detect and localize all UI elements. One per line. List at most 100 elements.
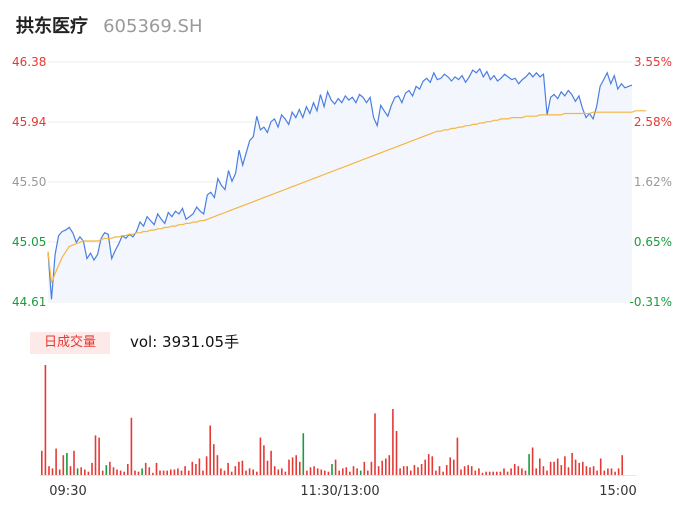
volume-bar bbox=[159, 470, 161, 475]
volume-bar bbox=[549, 461, 552, 475]
volume-bar bbox=[485, 471, 487, 475]
volume-bar bbox=[155, 462, 158, 475]
volume-bar bbox=[252, 469, 254, 475]
volume-bar bbox=[148, 467, 151, 475]
volume-bar bbox=[517, 466, 520, 475]
volume-bar bbox=[377, 466, 380, 475]
volume-bar bbox=[556, 458, 559, 475]
volume-bar bbox=[230, 471, 233, 475]
y-tick-label-right: 1.62% bbox=[634, 175, 672, 189]
volume-bar bbox=[209, 425, 211, 475]
volume-bar bbox=[492, 471, 494, 475]
volume-bar bbox=[582, 461, 584, 475]
volume-bar bbox=[241, 460, 244, 475]
volume-bar bbox=[603, 470, 606, 475]
volume-bar bbox=[506, 471, 509, 475]
volume-bar bbox=[596, 470, 598, 475]
volume-bar bbox=[442, 471, 444, 475]
volume-bar bbox=[73, 450, 75, 475]
stock-header: 拱东医疗 605369.SH bbox=[16, 12, 203, 40]
volume-bar bbox=[116, 469, 118, 475]
volume-bar bbox=[621, 455, 623, 475]
volume-bar bbox=[359, 470, 362, 475]
volume-bar bbox=[367, 470, 369, 475]
volume-badge: 日成交量 bbox=[30, 332, 110, 354]
volume-bar bbox=[478, 468, 480, 475]
volume-bar bbox=[223, 470, 226, 475]
volume-bar bbox=[105, 465, 108, 475]
volume-bar bbox=[48, 466, 50, 475]
volume-bar bbox=[374, 413, 376, 475]
volume-bar bbox=[474, 470, 477, 475]
volume-bar bbox=[216, 455, 219, 475]
volume-bar bbox=[370, 461, 373, 475]
volume-bar bbox=[184, 466, 186, 475]
volume-bar bbox=[334, 459, 337, 475]
volume-bar bbox=[456, 437, 459, 475]
price-area bbox=[48, 68, 632, 302]
volume-bar bbox=[198, 458, 201, 475]
volume-bar bbox=[123, 471, 125, 475]
volume-bar bbox=[51, 468, 54, 475]
volume-bar bbox=[195, 464, 197, 475]
x-tick-label: 11:30/13:00 bbox=[300, 484, 379, 499]
volume-bar bbox=[248, 468, 251, 475]
volume-bar bbox=[130, 417, 133, 475]
volume-bar bbox=[220, 468, 222, 475]
volume-bar bbox=[281, 468, 283, 475]
volume-bar bbox=[94, 435, 97, 475]
price-line bbox=[47, 67, 633, 300]
volume-bar bbox=[205, 456, 208, 475]
volume-bar bbox=[395, 431, 398, 475]
volume-bar bbox=[510, 468, 512, 475]
volume-bar bbox=[449, 457, 451, 475]
volume-bar bbox=[363, 461, 366, 475]
volume-bar bbox=[392, 409, 394, 475]
volume-bar bbox=[445, 465, 448, 475]
volume-bar bbox=[76, 468, 79, 475]
volume-bar bbox=[352, 466, 355, 475]
volume-bar bbox=[191, 461, 194, 475]
volume-bar bbox=[134, 470, 136, 475]
volume-bar bbox=[112, 467, 115, 475]
volume-bar bbox=[259, 437, 262, 475]
volume-bar bbox=[431, 456, 434, 475]
volume-bar bbox=[119, 470, 122, 475]
volume-bar bbox=[266, 460, 269, 475]
volume-bar bbox=[331, 464, 333, 475]
volume-bar bbox=[610, 468, 613, 475]
volume-bar bbox=[614, 471, 616, 475]
y-tick-label-right: -0.31% bbox=[630, 295, 672, 309]
volume-bar bbox=[320, 469, 323, 475]
volume-bar bbox=[531, 447, 534, 475]
volume-bar bbox=[521, 468, 523, 475]
volume-bar bbox=[427, 454, 430, 475]
volume-bar bbox=[402, 466, 405, 475]
volume-bar bbox=[127, 464, 129, 475]
volume-bar bbox=[524, 470, 527, 475]
volume-bar bbox=[66, 453, 68, 475]
volume-bar bbox=[589, 467, 591, 475]
volume-bar bbox=[539, 458, 541, 475]
volume-bar bbox=[574, 459, 577, 475]
volume-bar bbox=[327, 471, 330, 475]
volume-bar bbox=[324, 470, 326, 475]
volume-bar bbox=[338, 470, 340, 475]
volume-bar bbox=[503, 468, 505, 475]
volume-bar bbox=[617, 468, 620, 475]
volume-bar bbox=[69, 466, 72, 475]
volume-bar bbox=[417, 467, 419, 475]
volume-bar bbox=[542, 466, 545, 475]
volume-bar bbox=[349, 471, 351, 475]
volume-bar bbox=[499, 471, 502, 475]
volume-value: vol: 3931.05手 bbox=[130, 333, 240, 351]
volume-bar bbox=[277, 469, 280, 475]
volume-bar bbox=[578, 462, 580, 475]
volume-bar bbox=[463, 466, 466, 475]
volume-bar bbox=[309, 467, 312, 475]
volume-bar bbox=[435, 470, 437, 475]
volume-bar bbox=[564, 456, 566, 475]
volume-bar bbox=[162, 470, 165, 475]
y-tick-label-left: 45.05 bbox=[12, 235, 46, 249]
